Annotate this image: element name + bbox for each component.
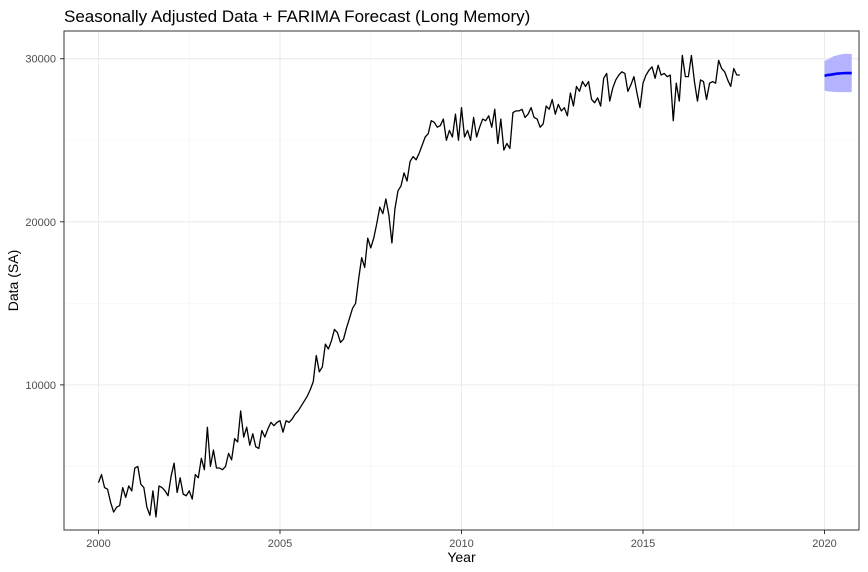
y-tick-label: 30000 [25,54,56,66]
y-tick-label: 10000 [25,380,56,392]
observed-series-line [97,54,740,518]
axes: 2000 2005 2010 2015 2020 10000 20000 30000 [25,54,836,550]
x-tick-label: 2010 [449,538,473,550]
plot-data [97,53,852,518]
x-tick-label: 2020 [812,538,836,550]
y-axis-title: Data (SA) [5,250,21,311]
x-tick-label: 2005 [268,538,292,550]
x-axis-title: Year [447,549,476,565]
chart-title: Seasonally Adjusted Data + FARIMA Foreca… [64,7,530,26]
x-tick-label: 2000 [86,538,110,550]
grid [64,31,859,530]
y-tick-label: 20000 [25,217,56,229]
x-tick-label: 2015 [631,538,655,550]
forecast-mean-line [824,71,852,78]
